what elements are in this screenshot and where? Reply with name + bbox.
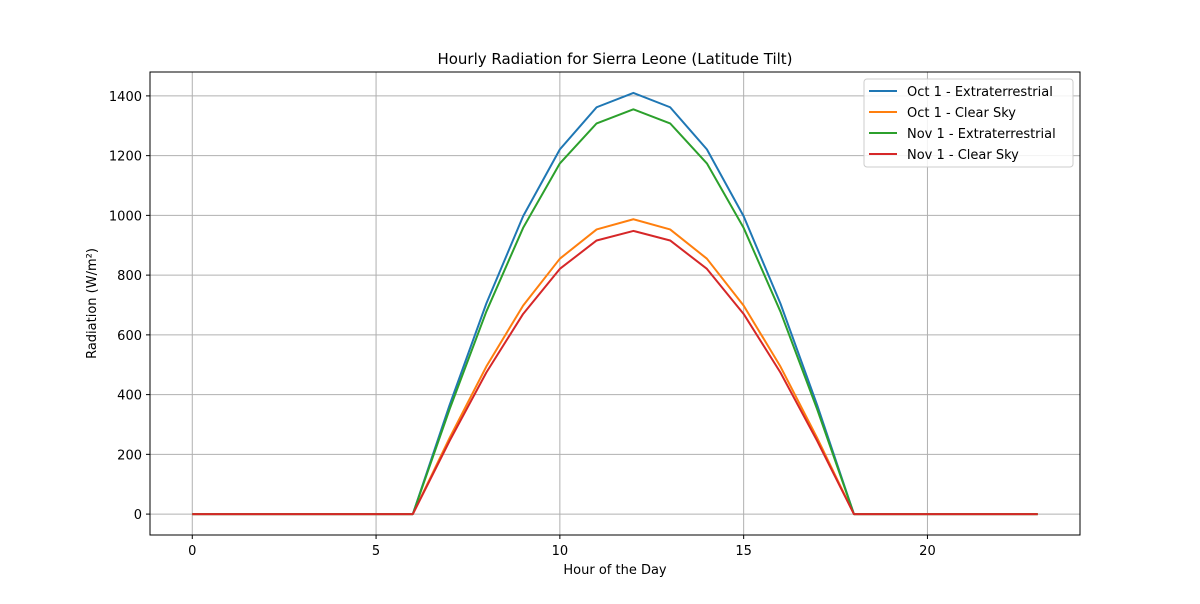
y-tick-label: 0 — [134, 508, 142, 523]
legend-label: Nov 1 - Clear Sky — [907, 148, 1019, 163]
series-layer — [192, 91, 1038, 516]
y-tick-label: 200 — [117, 448, 142, 463]
legend-box — [863, 78, 1074, 168]
y-tick-label: 1000 — [109, 209, 142, 224]
x-tick-label: 0 — [188, 544, 196, 559]
legend-label: Oct 1 - Extraterrestrial — [907, 85, 1053, 100]
y-axis-label: Radiation (W/m²) — [85, 248, 100, 359]
legend-label: Oct 1 - Clear Sky — [907, 106, 1016, 121]
series-line-4 — [192, 229, 1038, 516]
x-tick-label: 15 — [735, 544, 752, 559]
legend-label: Nov 1 - Extraterrestrial — [907, 127, 1056, 142]
y-tick-label: 600 — [117, 329, 142, 344]
y-tick-label: 1400 — [109, 90, 142, 105]
x-tick-label: 20 — [919, 544, 936, 559]
x-axis-label: Hour of the Day — [563, 563, 667, 578]
plot-frame — [149, 71, 1081, 536]
y-tick-label: 800 — [117, 269, 142, 284]
legend: Oct 1 - Extraterrestrial Oct 1 - Clear Sk… — [863, 78, 1074, 168]
chart-title: Hourly Radiation for Sierra Leone (Latit… — [437, 50, 792, 68]
x-tick-label: 10 — [552, 544, 569, 559]
x-tick-label: 5 — [372, 544, 380, 559]
y-tick-label: 1200 — [109, 150, 142, 165]
y-tick-label: 400 — [117, 389, 142, 404]
